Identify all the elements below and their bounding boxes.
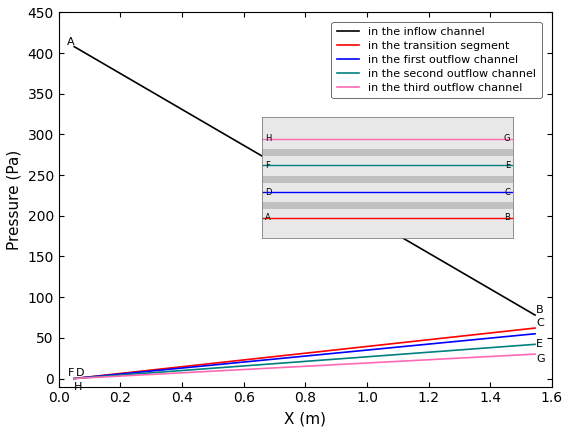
Text: H: H [74,382,83,392]
Text: E: E [505,161,511,170]
Text: F: F [68,368,74,378]
Text: G: G [504,134,511,143]
Text: F: F [264,161,270,170]
Legend: in the inflow channel, in the transition segment, in the first outflow channel, : in the inflow channel, in the transition… [331,22,542,98]
Text: A: A [67,37,74,47]
Y-axis label: Pressure (Pa): Pressure (Pa) [7,149,22,250]
Text: D: D [76,368,84,378]
Text: H: H [264,134,271,143]
Text: C: C [504,187,511,197]
Text: B: B [536,305,544,315]
Text: G: G [536,354,544,364]
X-axis label: X (m): X (m) [284,411,327,426]
Text: C: C [536,318,544,328]
Text: D: D [264,187,271,197]
Text: B: B [504,213,511,222]
Text: E: E [536,339,543,349]
Text: A: A [264,213,270,222]
